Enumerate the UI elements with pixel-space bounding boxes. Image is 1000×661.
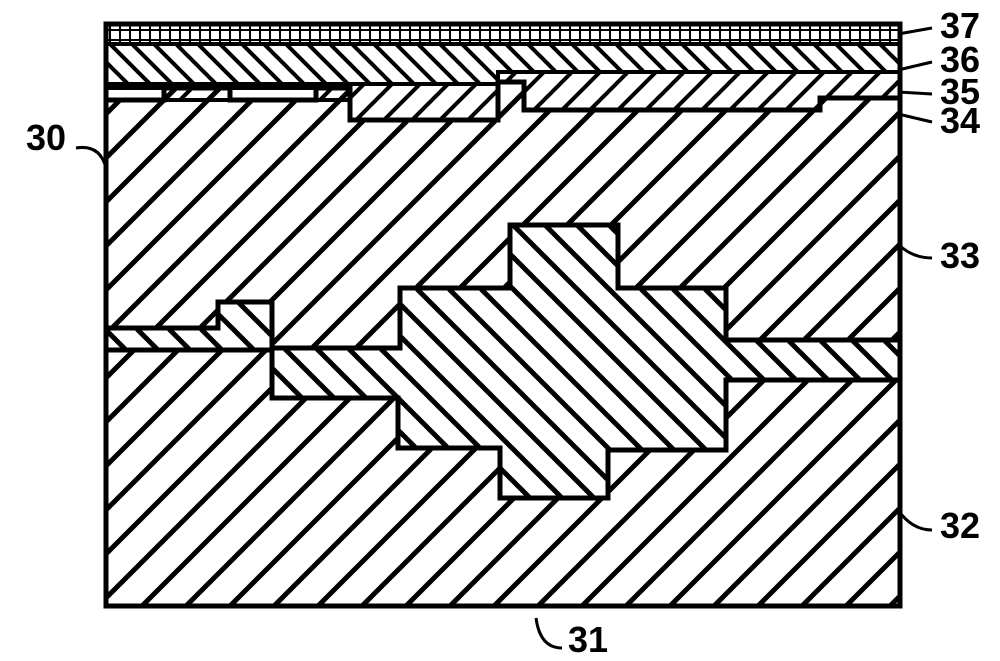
figure-root: 30 31 32 33 34 35 36 37 (0, 0, 1000, 661)
label-31: 31 (568, 619, 608, 660)
label-37: 37 (940, 5, 980, 46)
label-32: 32 (940, 505, 980, 546)
leader-35 (898, 92, 932, 94)
layer-37 (106, 24, 900, 44)
label-30: 30 (26, 117, 66, 158)
label-33: 33 (940, 235, 980, 276)
